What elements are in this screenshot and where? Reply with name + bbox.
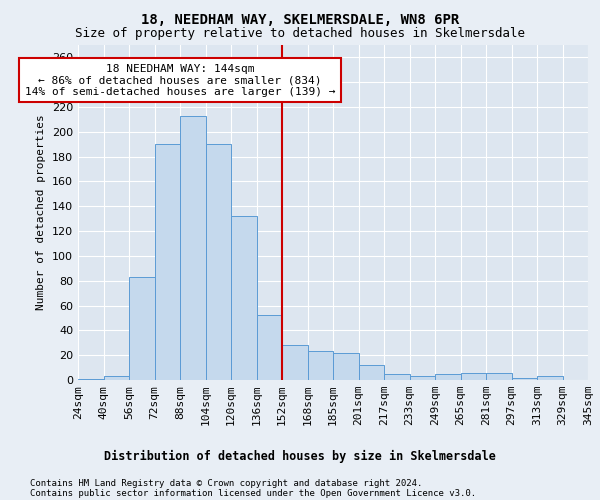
Bar <box>282 346 308 380</box>
Bar <box>308 352 333 380</box>
Bar <box>155 144 180 380</box>
Bar <box>129 277 155 380</box>
Bar <box>333 352 359 380</box>
Bar <box>104 376 129 380</box>
Bar <box>537 376 563 380</box>
Bar <box>257 316 282 380</box>
Bar <box>78 379 104 380</box>
Text: Contains HM Land Registry data © Crown copyright and database right 2024.: Contains HM Land Registry data © Crown c… <box>30 478 422 488</box>
Bar <box>359 365 384 380</box>
Bar <box>511 378 537 380</box>
Text: Distribution of detached houses by size in Skelmersdale: Distribution of detached houses by size … <box>104 450 496 463</box>
Bar <box>461 372 486 380</box>
Bar <box>205 144 231 380</box>
Y-axis label: Number of detached properties: Number of detached properties <box>37 114 46 310</box>
Text: 18 NEEDHAM WAY: 144sqm
← 86% of detached houses are smaller (834)
14% of semi-de: 18 NEEDHAM WAY: 144sqm ← 86% of detached… <box>25 64 335 97</box>
Text: Contains public sector information licensed under the Open Government Licence v3: Contains public sector information licen… <box>30 488 476 498</box>
Bar <box>435 374 461 380</box>
Bar <box>409 376 435 380</box>
Bar <box>384 374 409 380</box>
Text: 18, NEEDHAM WAY, SKELMERSDALE, WN8 6PR: 18, NEEDHAM WAY, SKELMERSDALE, WN8 6PR <box>141 12 459 26</box>
Bar <box>180 116 205 380</box>
Text: Size of property relative to detached houses in Skelmersdale: Size of property relative to detached ho… <box>75 28 525 40</box>
Bar <box>486 372 511 380</box>
Bar <box>231 216 257 380</box>
